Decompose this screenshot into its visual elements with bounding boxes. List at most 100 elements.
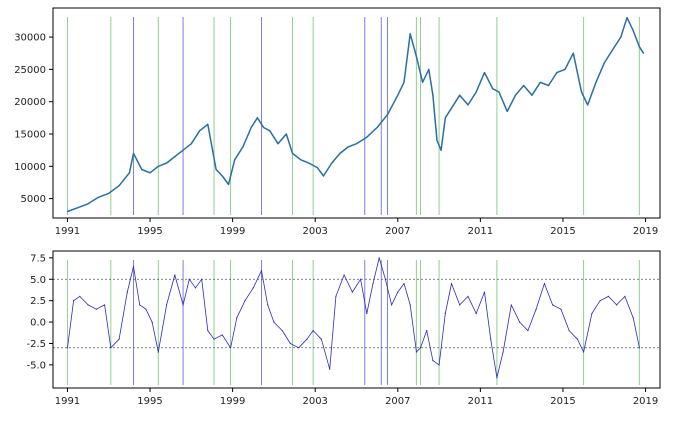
- data-point: [527, 330, 529, 332]
- data-point: [519, 321, 521, 323]
- axes-frame: [52, 250, 661, 389]
- data-point: [450, 107, 453, 109]
- data-point: [260, 270, 263, 272]
- data-point: [139, 304, 141, 306]
- data-point: [269, 130, 271, 132]
- data-point: [118, 338, 120, 340]
- data-point: [312, 330, 314, 332]
- data-point: [372, 282, 374, 285]
- x-tick-label: 1995: [137, 396, 162, 407]
- data-point: [242, 146, 244, 148]
- data-point: [366, 312, 368, 315]
- data-point: [188, 278, 190, 280]
- data-point: [151, 321, 153, 323]
- data-point: [157, 351, 159, 353]
- x-tick-label: 2003: [302, 226, 327, 237]
- x-tick-label: 2007: [385, 396, 410, 407]
- data-point: [289, 342, 292, 345]
- data-point: [595, 81, 597, 83]
- series-line-0: [67, 257, 640, 379]
- data-point: [347, 146, 349, 148]
- data-point: [444, 117, 446, 119]
- data-point: [110, 347, 112, 349]
- data-point: [229, 347, 232, 349]
- data-point: [182, 304, 184, 306]
- data-point: [95, 308, 97, 310]
- data-point: [351, 291, 353, 293]
- data-point: [397, 291, 399, 293]
- data-point: [174, 156, 176, 158]
- data-point: [632, 30, 634, 32]
- data-point: [467, 295, 469, 297]
- data-point: [632, 317, 634, 319]
- data-point: [300, 159, 302, 161]
- data-point: [87, 203, 89, 205]
- data-point: [87, 304, 89, 306]
- x-tick-label: 1991: [55, 396, 80, 407]
- data-point: [207, 330, 209, 332]
- data-point: [556, 72, 558, 74]
- data-point: [539, 81, 541, 83]
- data-point: [547, 84, 550, 87]
- data-point: [386, 114, 389, 116]
- x-tick-label: 2011: [468, 226, 493, 237]
- data-point: [572, 52, 574, 54]
- data-point: [244, 300, 246, 302]
- data-point: [141, 168, 143, 171]
- data-point: [599, 300, 601, 302]
- data-point: [250, 126, 252, 129]
- data-point: [384, 278, 387, 280]
- data-point: [285, 133, 287, 135]
- x-tick-label: 2015: [550, 226, 575, 237]
- data-point: [360, 278, 362, 280]
- x-tick-label: 2019: [633, 226, 658, 237]
- x-tick-label: 1995: [137, 226, 162, 237]
- y-tick-label: 5.0: [30, 275, 46, 286]
- x-tick-label: 1999: [220, 396, 245, 407]
- data-point: [198, 130, 201, 132]
- data-point: [329, 368, 331, 370]
- data-point: [339, 152, 341, 154]
- data-point: [335, 295, 337, 297]
- data-point: [174, 274, 176, 276]
- series-line-0: [67, 16, 645, 213]
- data-point: [432, 94, 434, 96]
- data-point: [97, 196, 100, 198]
- data-point: [126, 291, 128, 293]
- data-point: [543, 282, 545, 285]
- data-point: [227, 183, 230, 185]
- y-tick-label: 2.5: [30, 296, 46, 307]
- data-point: [108, 192, 110, 195]
- x-tick-label: 2015: [550, 396, 575, 407]
- data-point: [638, 46, 640, 48]
- data-point: [475, 312, 477, 315]
- y-tick-label: 30000: [14, 33, 46, 44]
- data-point: [552, 304, 554, 306]
- y-tick-label: 20000: [14, 97, 46, 108]
- data-point: [426, 330, 428, 332]
- y-tick-label: 25000: [14, 65, 46, 76]
- data-point: [236, 317, 238, 319]
- data-point: [213, 338, 215, 340]
- data-point: [128, 172, 130, 174]
- x-tick-label: 1999: [220, 226, 245, 237]
- data-point: [256, 117, 258, 119]
- data-point: [320, 338, 323, 340]
- data-point: [583, 351, 585, 353]
- data-point: [291, 152, 294, 154]
- data-point: [104, 304, 106, 306]
- data-point: [376, 126, 378, 129]
- y-tick-label: -5.0: [26, 360, 46, 371]
- data-point: [475, 91, 477, 93]
- y-tick-label: 7.5: [30, 253, 46, 264]
- data-point: [564, 68, 566, 70]
- data-point: [145, 308, 147, 310]
- data-point: [403, 282, 405, 285]
- data-point: [298, 347, 300, 349]
- data-point: [207, 123, 209, 125]
- data-point: [421, 81, 424, 83]
- data-point: [510, 304, 512, 306]
- data-point: [190, 143, 192, 145]
- data-point: [316, 167, 318, 169]
